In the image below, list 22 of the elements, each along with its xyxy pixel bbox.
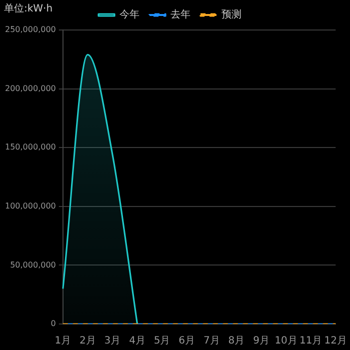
y-tick-label: 50,000,000	[10, 260, 56, 270]
x-tick-label: 1月	[54, 336, 72, 347]
legend-label: 今年	[120, 8, 140, 21]
y-tick-label: 0	[50, 319, 56, 328]
y-axis-title: 单位:kW·h	[4, 2, 53, 15]
legend-label: 去年	[170, 8, 190, 21]
y-tick-label: 250,000,000	[4, 25, 56, 34]
x-tick-label: 5月	[154, 336, 170, 347]
x-tick-label: 4月	[129, 336, 146, 347]
x-tick-label: 6月	[178, 336, 196, 347]
x-tick-label: 11月	[299, 336, 322, 347]
x-tick-label: 12月	[324, 336, 348, 347]
x-tick-label: 8月	[228, 336, 245, 347]
x-tick-label: 10月	[274, 336, 298, 347]
x-tick-label: 7月	[203, 336, 220, 347]
x-tick-label: 2月	[80, 336, 96, 347]
x-tick-label: 3月	[104, 336, 121, 347]
y-tick-label: 200,000,000	[4, 84, 56, 93]
y-tick-label: 150,000,000	[4, 142, 56, 152]
legend-label: 预测	[222, 8, 242, 21]
x-tick-label: 9月	[253, 336, 270, 347]
y-tick-label: 100,000,000	[4, 201, 56, 210]
